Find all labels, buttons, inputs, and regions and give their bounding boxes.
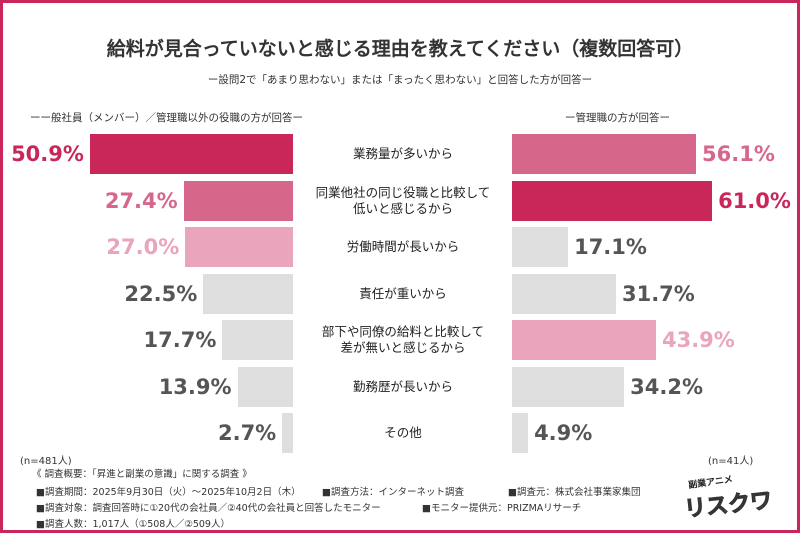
left-sample-size: (n=481人) <box>20 456 72 467</box>
footer-provider: ■モニター提供元：PRIZMAリサーチ <box>422 503 582 514</box>
category-label: 勤務歴が長いから <box>352 378 453 394</box>
category-label: 責任が重いから <box>359 285 447 301</box>
left-bar <box>183 180 293 221</box>
footer-period: ■調査期間：2025年9月30日（火）～2025年10月2日（木） <box>36 487 301 498</box>
left-value-label: 13.9% <box>158 374 232 399</box>
right-value-label: 43.9% <box>661 328 735 352</box>
logo: 副業アニメ リスクワ <box>680 475 780 525</box>
right-bar <box>512 134 696 174</box>
left-bar <box>89 134 293 174</box>
left-series-label: ーー般社員（メンバー）／管理職以外の役職の方が回答ー <box>30 112 303 124</box>
right-value-label: 34.2% <box>630 374 704 399</box>
left-bar <box>282 413 293 453</box>
right-bar <box>512 320 656 360</box>
right-value-label: 31.7% <box>621 281 695 306</box>
footer-target: ■調査対象：調査回答時に①20代の会社員／②40代の会社員と回答したモニター <box>36 503 381 514</box>
category-label: 部下や同僚の給料と比較して 差が無いと感じるから <box>321 324 485 355</box>
chart-subtitle: ー設問2で「あまり思わない」または「まったく思わない」と回答した方が回答ー <box>207 74 593 86</box>
right-bar <box>512 366 625 407</box>
left-bar <box>222 320 293 360</box>
footer-method: ■調査方法：インターネット調査 <box>322 487 464 498</box>
left-bar <box>185 227 293 267</box>
footer-count: ■調査人数：1,017人（①508人／②509人） <box>36 519 230 530</box>
left-bar <box>203 273 293 314</box>
right-bar <box>512 413 529 453</box>
right-bar <box>512 273 616 314</box>
chart-title: 給料が見合っていないと感じる理由を教えてください（複数回答可） <box>106 38 694 60</box>
left-bar <box>237 366 293 407</box>
right-value-label: 56.1% <box>702 142 775 166</box>
right-series-label: ー管理職の方が回答ー <box>565 112 670 124</box>
left-value-label: 17.7% <box>143 328 217 352</box>
left-value-label: 27.0% <box>106 235 180 259</box>
right-bar <box>512 180 713 221</box>
category-label: 業務量が多いから <box>352 146 453 161</box>
footer-heading: 《 調査概要：「昇進と副業の意識」に関する調査 》 <box>32 469 252 480</box>
left-value-label: 2.7% <box>217 421 277 445</box>
right-sample-size: (n=41人) <box>708 456 754 467</box>
category-label: 同業他社の同じ役職と比較して 低いと感じるから <box>315 184 491 216</box>
right-value-label: 61.0% <box>718 188 791 213</box>
right-value-label: 4.9% <box>534 421 593 445</box>
right-value-label: 17.1% <box>574 235 647 259</box>
category-label: 労働時間が長いから <box>346 239 460 254</box>
left-value-label: 22.5% <box>124 281 198 306</box>
footer-source: ■調査元：株式会社事業家集団 <box>508 487 641 498</box>
right-bar <box>512 227 569 267</box>
left-value-label: 27.4% <box>104 188 178 213</box>
left-value-label: 50.9% <box>11 142 84 166</box>
category-label: その他 <box>384 425 422 440</box>
